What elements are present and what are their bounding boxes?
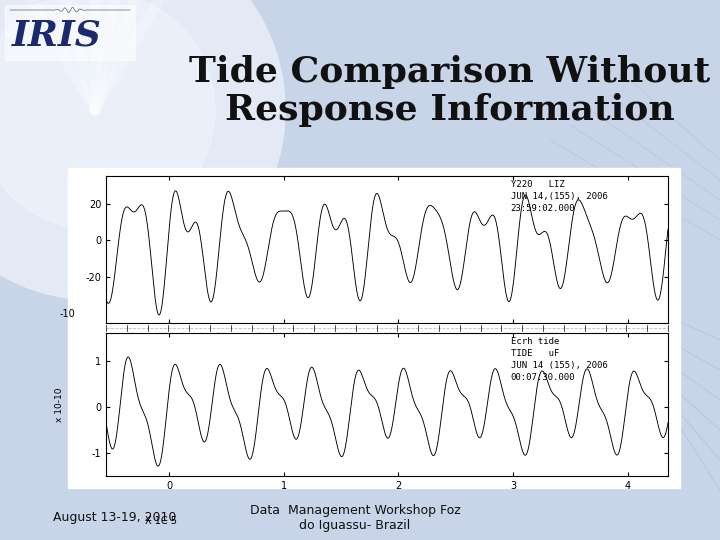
Text: IRIS: IRIS (12, 18, 102, 52)
Text: Tide Comparison Without: Tide Comparison Without (189, 55, 711, 89)
Circle shape (0, 0, 285, 300)
Text: -10: -10 (59, 309, 75, 319)
Text: Data  Management Workshop Foz
do Iguassu- Brazil: Data Management Workshop Foz do Iguassu-… (250, 504, 460, 532)
Text: X 1C 5: X 1C 5 (145, 516, 177, 526)
Bar (5, 5, 135, 60)
Bar (68, 168, 680, 488)
Text: August 13-19, 2010: August 13-19, 2010 (53, 511, 176, 524)
Text: Y220   LIZ
JUN 14,(155), 2006
23:59:02.000: Y220 LIZ JUN 14,(155), 2006 23:59:02.000 (510, 180, 608, 213)
Text: Ecrh tide
TIDE   uF
JUN 14 (155), 2006
00:07:30.000: Ecrh tide TIDE uF JUN 14 (155), 2006 00:… (510, 338, 608, 382)
Circle shape (0, 0, 215, 230)
Text: x 10-10: x 10-10 (55, 387, 64, 422)
Text: Response Information: Response Information (225, 93, 675, 127)
